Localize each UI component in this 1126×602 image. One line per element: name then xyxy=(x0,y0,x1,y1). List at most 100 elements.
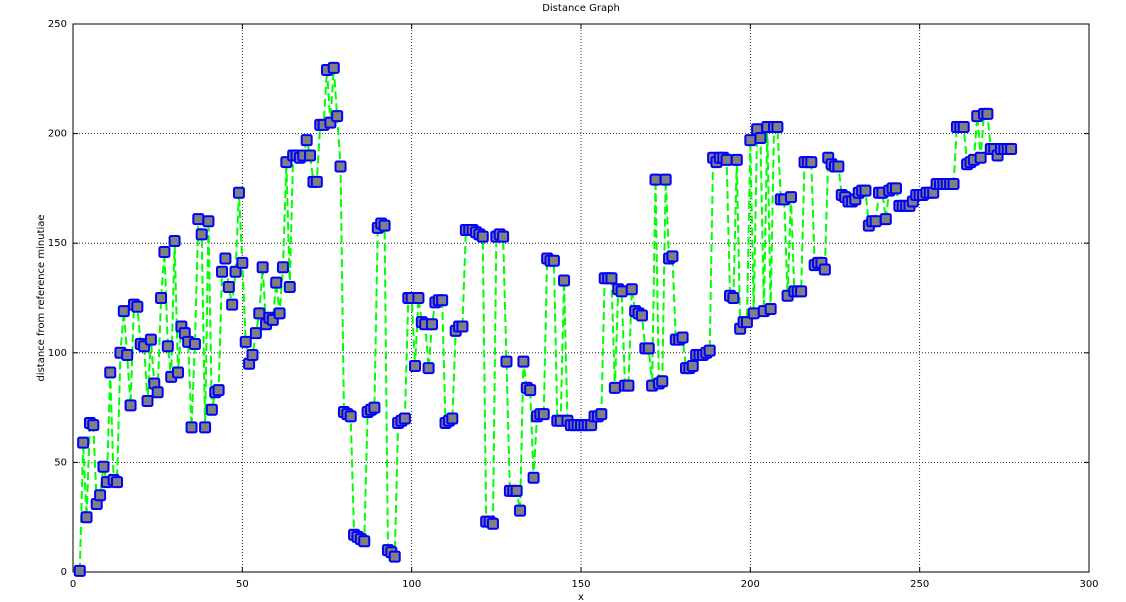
data-marker xyxy=(676,331,689,344)
data-marker xyxy=(249,327,262,340)
data-marker xyxy=(388,550,401,563)
data-marker xyxy=(446,412,459,425)
x-tick-label: 250 xyxy=(910,579,929,590)
data-marker xyxy=(744,134,757,147)
data-marker xyxy=(889,182,902,195)
data-marker xyxy=(273,307,286,320)
data-marker xyxy=(168,235,181,248)
y-tick-label: 50 xyxy=(54,457,67,468)
data-marker xyxy=(635,309,648,322)
data-marker xyxy=(805,156,818,169)
data-marker xyxy=(192,213,205,226)
data-marker xyxy=(283,281,296,294)
data-marker xyxy=(171,366,184,379)
data-marker xyxy=(246,348,259,361)
data-marker xyxy=(270,276,283,289)
data-marker xyxy=(730,153,743,166)
data-marker xyxy=(686,359,699,372)
data-marker xyxy=(188,338,201,351)
data-marker xyxy=(727,292,740,304)
data-marker xyxy=(276,261,289,274)
data-marker xyxy=(344,410,357,423)
data-marker xyxy=(358,535,371,548)
data-marker xyxy=(409,359,422,372)
data-marker xyxy=(253,307,266,320)
data-marker xyxy=(622,379,635,392)
data-marker xyxy=(124,399,137,412)
data-marker xyxy=(784,191,797,204)
data-marker xyxy=(412,292,425,304)
data-marker xyxy=(486,517,499,530)
data-marker xyxy=(771,121,784,134)
data-marker xyxy=(747,307,760,320)
data-marker xyxy=(226,298,239,311)
data-marker xyxy=(94,489,107,502)
data-marker xyxy=(558,274,571,287)
y-tick-label: 0 xyxy=(61,567,67,578)
data-marker xyxy=(195,228,208,241)
data-marker xyxy=(117,305,130,318)
data-marker xyxy=(232,186,245,199)
x-tick-label: 200 xyxy=(741,579,760,590)
data-marker xyxy=(219,252,232,265)
data-marker xyxy=(666,250,679,263)
y-tick-label: 250 xyxy=(48,19,67,30)
data-marker xyxy=(818,263,831,276)
data-marker xyxy=(73,564,86,577)
data-marker xyxy=(615,285,628,298)
x-tick-label: 300 xyxy=(1079,579,1098,590)
data-marker xyxy=(212,384,225,397)
data-marker xyxy=(981,107,994,120)
data-marker xyxy=(1005,142,1018,155)
y-tick-label: 200 xyxy=(48,129,67,140)
data-marker xyxy=(422,362,435,375)
data-marker xyxy=(97,460,110,473)
data-marker xyxy=(656,375,669,388)
data-marker xyxy=(527,471,540,484)
chart-title: Distance Graph xyxy=(542,3,620,14)
data-marker xyxy=(310,175,323,188)
data-marker xyxy=(649,173,662,186)
data-marker xyxy=(608,381,621,394)
data-marker xyxy=(334,160,347,173)
data-marker xyxy=(236,256,249,269)
data-marker xyxy=(879,213,892,226)
data-marker xyxy=(476,230,489,243)
data-marker xyxy=(436,294,449,307)
x-tick-label: 50 xyxy=(236,579,249,590)
data-marker xyxy=(497,230,510,243)
data-marker xyxy=(703,344,716,357)
data-marker xyxy=(202,215,215,228)
data-marker xyxy=(514,504,527,517)
data-marker xyxy=(327,61,340,74)
data-marker xyxy=(331,110,344,123)
data-marker xyxy=(161,340,174,353)
data-marker xyxy=(158,245,171,258)
data-marker xyxy=(425,318,438,331)
data-marker xyxy=(832,160,845,173)
y-axis-label: distance from reference minutiae xyxy=(36,214,47,381)
data-marker xyxy=(595,408,608,421)
plot-frame xyxy=(72,23,1090,573)
data-marker xyxy=(131,300,144,313)
data-marker xyxy=(605,272,618,285)
data-marker xyxy=(77,436,90,449)
data-marker xyxy=(517,355,530,368)
y-tick-label: 100 xyxy=(48,348,67,359)
data-marker xyxy=(121,348,134,361)
data-marker xyxy=(229,265,242,278)
data-marker xyxy=(300,134,313,147)
data-marker xyxy=(87,419,100,432)
data-marker xyxy=(216,265,229,278)
data-marker xyxy=(957,121,970,134)
data-marker xyxy=(456,320,469,333)
data-marker xyxy=(869,215,882,228)
data-marker xyxy=(398,412,411,425)
data-marker xyxy=(974,151,987,164)
data-marker xyxy=(155,292,168,304)
data-marker xyxy=(720,153,733,166)
data-marker xyxy=(80,511,93,524)
data-marker xyxy=(239,335,252,348)
